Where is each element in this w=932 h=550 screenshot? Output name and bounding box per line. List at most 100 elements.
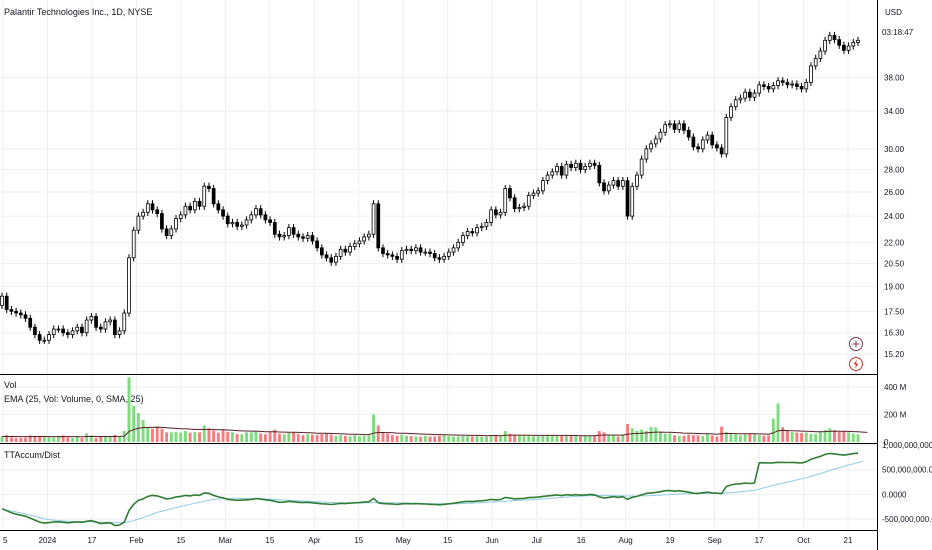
- candle[interactable]: [94, 312, 98, 331]
- volume-bar[interactable]: [61, 435, 65, 442]
- candle[interactable]: [696, 143, 700, 153]
- candle[interactable]: [541, 177, 545, 195]
- candle[interactable]: [790, 80, 795, 89]
- accum-tick-label[interactable]: -500,000,000.000: [882, 515, 932, 524]
- candle[interactable]: [842, 41, 846, 54]
- volume-bar[interactable]: [198, 432, 201, 442]
- volume-bar[interactable]: [701, 435, 705, 442]
- volume-bar[interactable]: [748, 433, 752, 442]
- volume-bar[interactable]: [268, 432, 272, 442]
- volume-bar[interactable]: [837, 432, 841, 442]
- candle[interactable]: [564, 160, 569, 179]
- volume-tick-label[interactable]: 200 M: [884, 411, 907, 420]
- candle[interactable]: [141, 208, 145, 220]
- candle[interactable]: [446, 248, 451, 260]
- volume-bar[interactable]: [329, 434, 333, 442]
- volume-bar[interactable]: [663, 433, 667, 442]
- time-tick-label[interactable]: Apr: [308, 536, 321, 545]
- candle[interactable]: [235, 218, 240, 230]
- volume-bar[interactable]: [127, 377, 131, 442]
- volume-bar[interactable]: [621, 435, 625, 442]
- volume-bar[interactable]: [414, 436, 418, 443]
- volume-bar[interactable]: [409, 436, 413, 442]
- candle[interactable]: [268, 216, 272, 227]
- candle[interactable]: [663, 121, 668, 136]
- volume-bar[interactable]: [231, 432, 234, 442]
- volume-bar[interactable]: [635, 430, 639, 442]
- volume-bar[interactable]: [738, 435, 742, 442]
- volume-bar[interactable]: [423, 435, 427, 442]
- volume-bar[interactable]: [353, 435, 357, 442]
- candle[interactable]: [338, 245, 343, 260]
- volume-bar[interactable]: [461, 435, 465, 442]
- volume-bar[interactable]: [508, 433, 512, 442]
- volume-bar[interactable]: [113, 434, 117, 442]
- candle[interactable]: [84, 316, 89, 337]
- candle[interactable]: [620, 177, 625, 190]
- candle[interactable]: [371, 200, 376, 238]
- time-tick-label[interactable]: 15: [265, 536, 274, 545]
- candle[interactable]: [390, 251, 395, 260]
- indicator-title[interactable]: TTAccum/Dist: [4, 450, 60, 460]
- volume-bar[interactable]: [833, 430, 836, 442]
- time-tick-label[interactable]: 17: [755, 536, 764, 545]
- volume-bar[interactable]: [762, 435, 766, 442]
- volume-bar[interactable]: [254, 431, 258, 442]
- volume-bar[interactable]: [579, 436, 582, 443]
- candle[interactable]: [512, 194, 517, 213]
- volume-bar[interactable]: [372, 414, 376, 443]
- candle[interactable]: [846, 42, 851, 54]
- candle[interactable]: [287, 224, 291, 240]
- volume-bar[interactable]: [240, 434, 244, 442]
- volume-bar[interactable]: [569, 436, 573, 442]
- volume-bar[interactable]: [400, 434, 404, 442]
- volume-bar[interactable]: [9, 437, 13, 442]
- price-tick-label[interactable]: 20.50: [884, 260, 905, 269]
- volume-bar[interactable]: [856, 434, 860, 442]
- candle[interactable]: [682, 120, 686, 134]
- volume-bar[interactable]: [188, 432, 192, 442]
- candle[interactable]: [145, 200, 150, 217]
- volume-bar[interactable]: [296, 434, 300, 442]
- price-tick-label[interactable]: 17.50: [884, 307, 905, 316]
- volume-bar[interactable]: [376, 425, 380, 443]
- candle[interactable]: [414, 244, 418, 255]
- candle[interactable]: [0, 292, 4, 310]
- price-tick-label[interactable]: 28.00: [884, 166, 905, 175]
- candle[interactable]: [42, 336, 47, 344]
- volume-bar[interactable]: [104, 436, 107, 443]
- volume-bar[interactable]: [306, 434, 310, 442]
- volume-bar[interactable]: [484, 436, 488, 443]
- volume-bar[interactable]: [682, 435, 686, 442]
- candle[interactable]: [733, 96, 738, 111]
- candle[interactable]: [668, 120, 672, 129]
- candle[interactable]: [451, 244, 456, 256]
- volume-bar[interactable]: [823, 429, 827, 442]
- volume-bar[interactable]: [743, 434, 747, 442]
- volume-bar[interactable]: [179, 432, 183, 442]
- volume-bar[interactable]: [52, 437, 56, 442]
- candle[interactable]: [832, 31, 837, 44]
- candle[interactable]: [442, 252, 446, 263]
- candle[interactable]: [536, 187, 541, 197]
- volume-bar[interactable]: [348, 436, 352, 442]
- candle[interactable]: [28, 314, 33, 331]
- volume-bar[interactable]: [339, 435, 343, 442]
- candle[interactable]: [658, 128, 663, 143]
- time-tick-label[interactable]: Jul: [532, 536, 542, 545]
- plus-circle-icon[interactable]: [849, 337, 863, 351]
- volume-bar[interactable]: [42, 437, 46, 442]
- candle[interactable]: [616, 177, 620, 190]
- candle[interactable]: [103, 318, 108, 333]
- candle[interactable]: [385, 249, 390, 259]
- candle[interactable]: [329, 254, 334, 266]
- candle[interactable]: [343, 245, 348, 256]
- candle[interactable]: [89, 312, 94, 324]
- candle[interactable]: [70, 327, 75, 339]
- volume-bar[interactable]: [729, 433, 733, 442]
- volume-bar[interactable]: [795, 432, 799, 442]
- volume-bar[interactable]: [367, 435, 371, 442]
- candle[interactable]: [395, 252, 399, 263]
- volume-bar[interactable]: [847, 432, 851, 442]
- candle[interactable]: [399, 247, 404, 263]
